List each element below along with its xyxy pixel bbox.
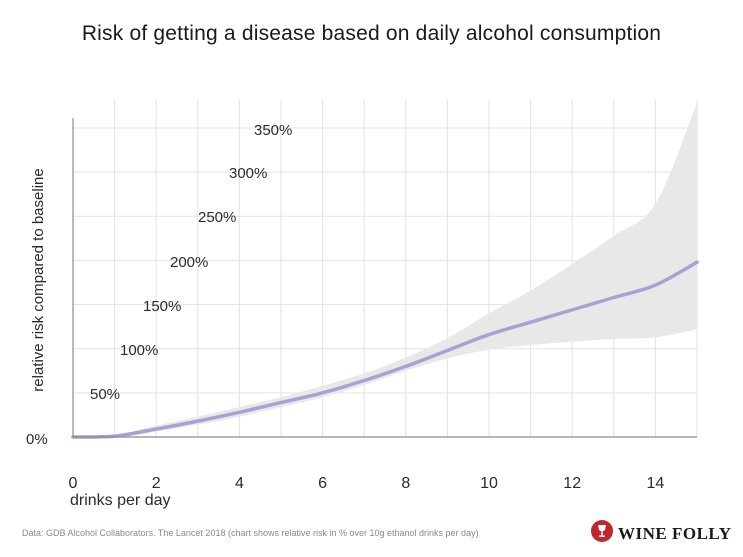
y-tick-label: 0%: [26, 431, 48, 448]
confidence-band: [73, 103, 697, 438]
y-tick-label: 300%: [229, 165, 267, 182]
y-tick-label: 50%: [90, 386, 120, 403]
x-tick-label: 6: [318, 475, 327, 492]
tick-labels: 0 2 4 6 8 10 12 14 0% 50% 100% 150% 200% 250% 300% 350%…: [26, 122, 664, 509]
x-tick-label: 10: [480, 475, 498, 492]
x-tick-label: 0: [69, 475, 78, 492]
brand-logo: WINE FOLLY: [591, 520, 731, 547]
y-tick-label: 350%: [254, 122, 292, 139]
wine-glass-logo-icon: [591, 520, 613, 547]
y-tick-label: 250%: [198, 209, 236, 226]
axes: [72, 118, 697, 438]
x-tick-label: 2: [152, 475, 161, 492]
y-tick-label: 200%: [170, 254, 208, 271]
y-axis-title: relative risk compared to baseline: [30, 168, 47, 391]
grid-lines: [73, 100, 698, 437]
chart-title: Risk of getting a disease based on daily…: [81, 22, 662, 45]
y-tick-label: 150%: [143, 298, 181, 315]
relative-risk-line: [71, 260, 699, 439]
y-tick-label: 100%: [120, 342, 158, 359]
x-tick-label: 12: [563, 475, 581, 492]
x-tick-label: 4: [235, 475, 244, 492]
x-tick-label: 14: [647, 475, 665, 492]
brand-name: WINE FOLLY: [618, 523, 732, 543]
x-tick-label: 8: [401, 475, 410, 492]
x-axis-title: drinks per day: [70, 492, 171, 509]
data-source-note: Data: GDB Alcohol Collaborators. The Lan…: [22, 528, 479, 538]
